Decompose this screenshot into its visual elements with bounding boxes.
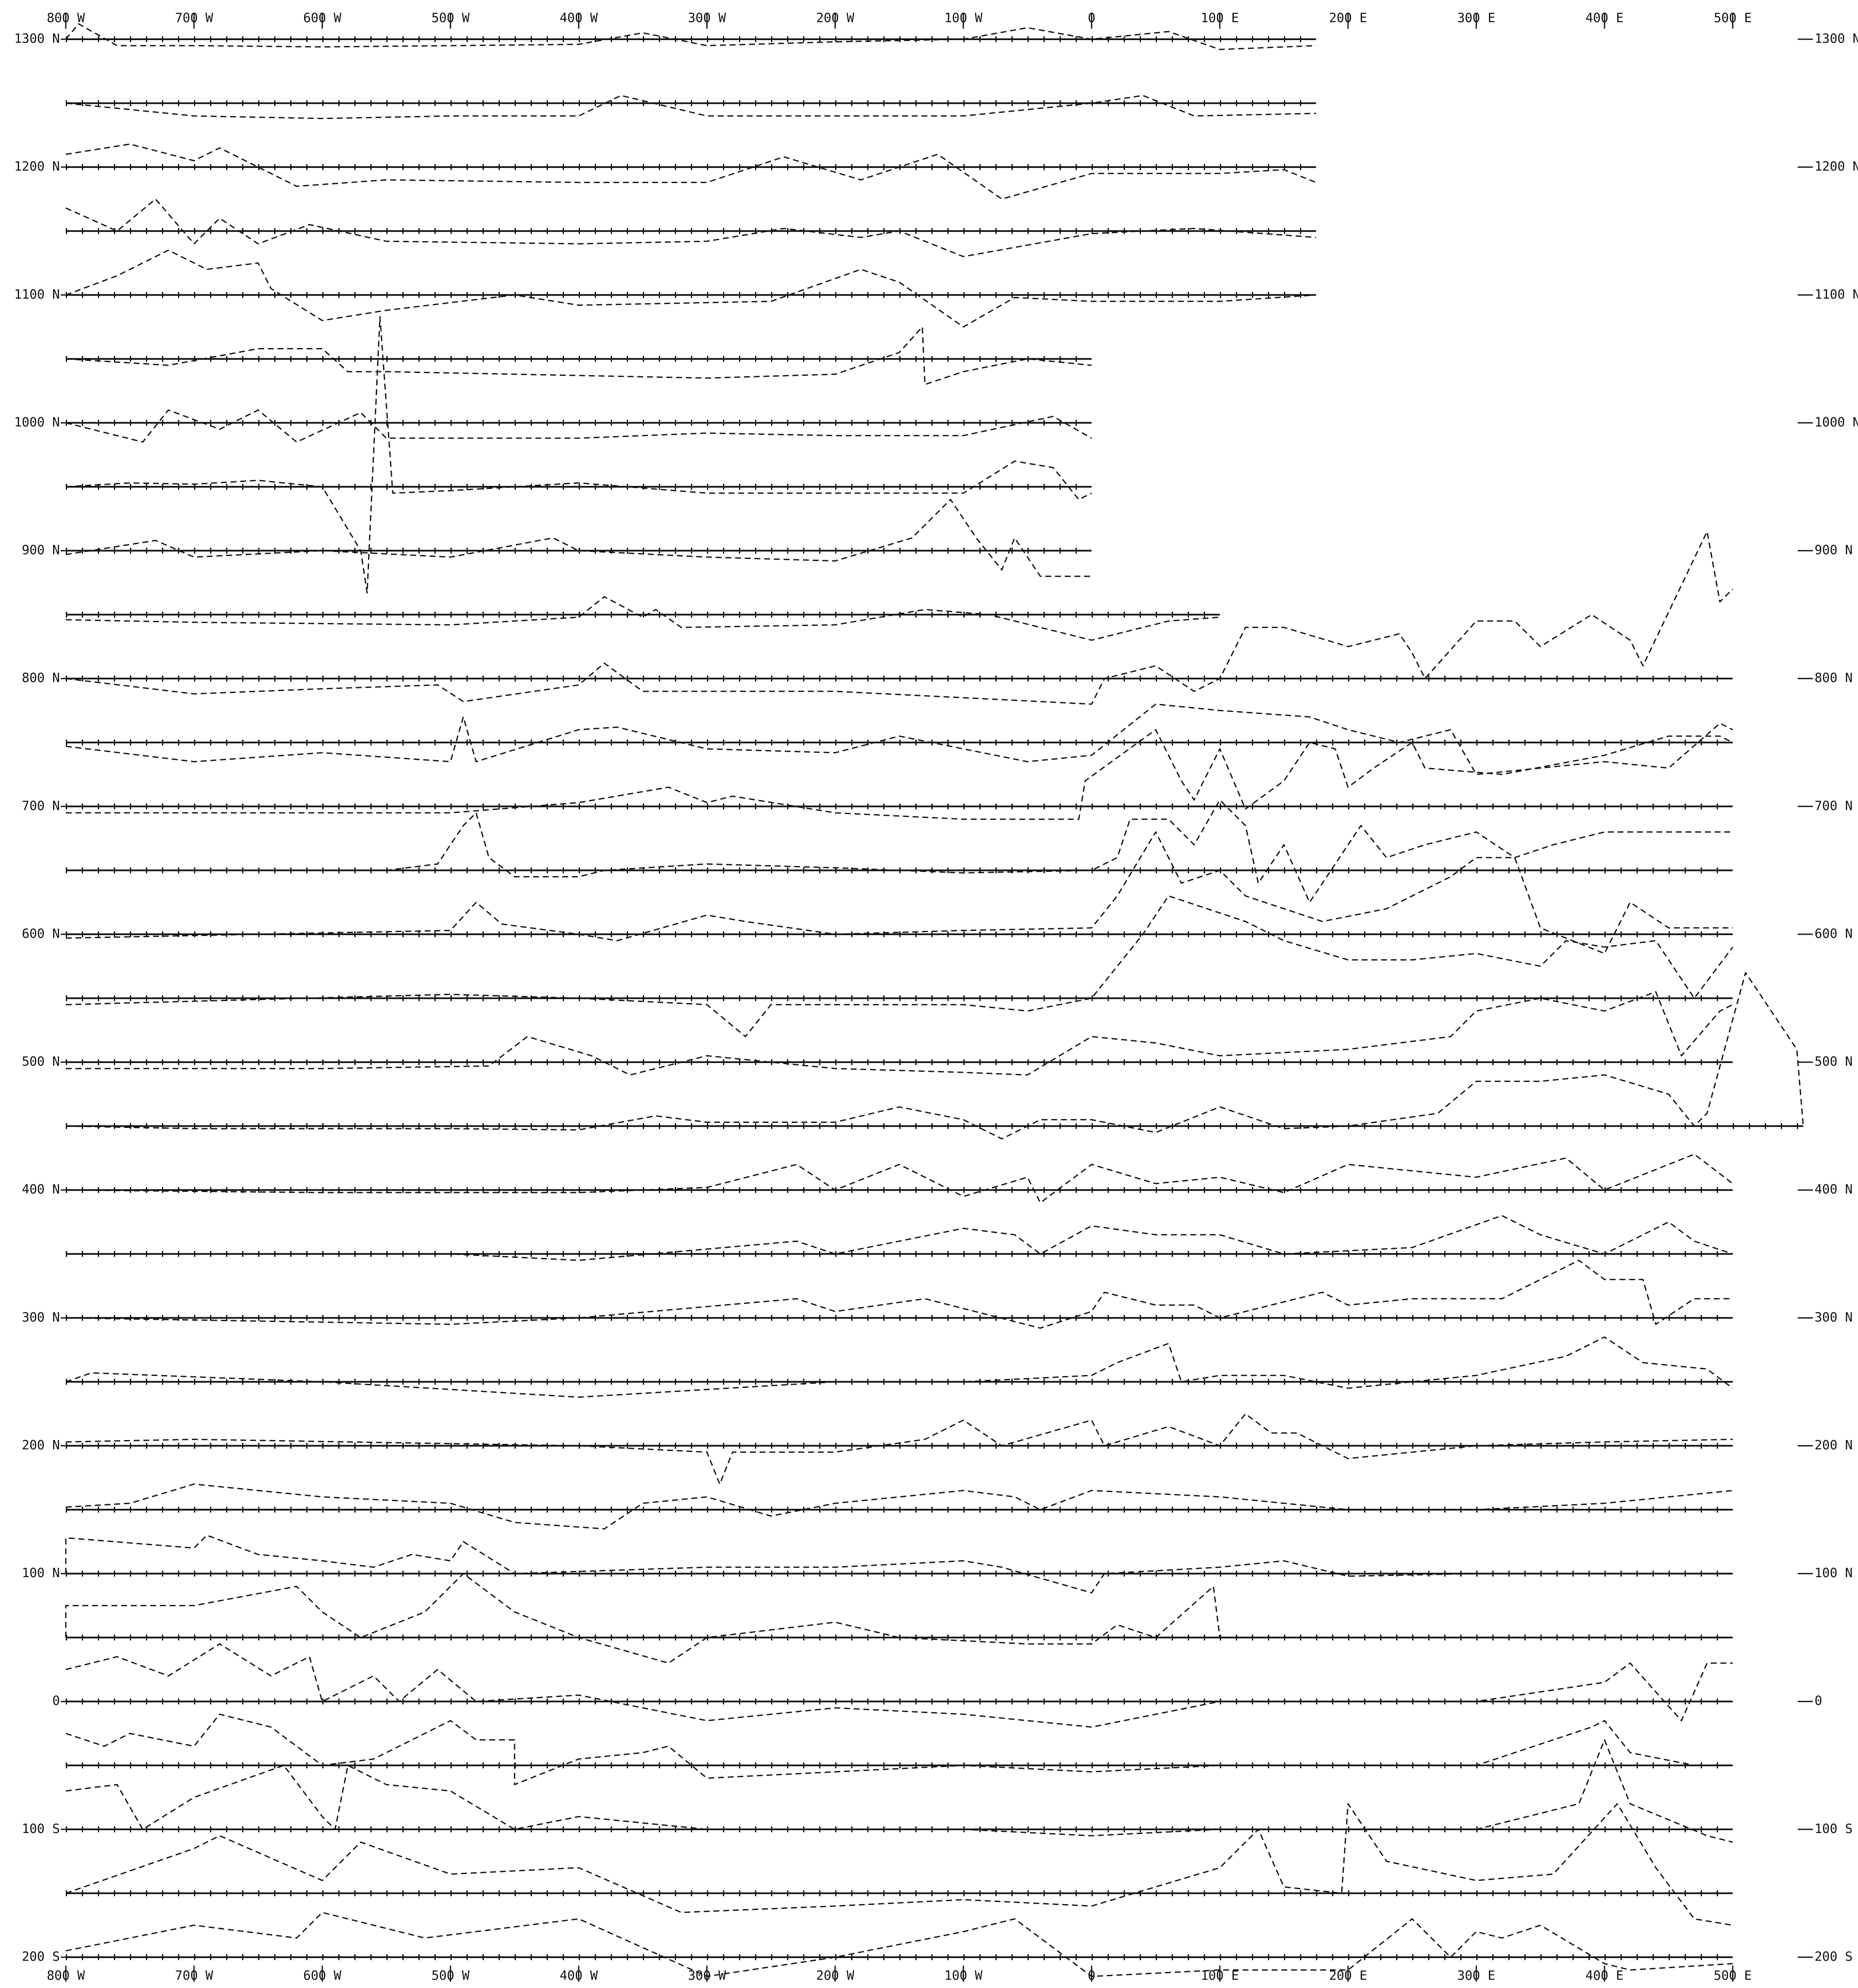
x-tick-label-top: 100 E [1201, 11, 1239, 26]
x-tick-label-top: 700 W [175, 11, 213, 26]
profile-curve [65, 23, 1316, 50]
y-tick-label-left: 100 N [22, 1566, 60, 1581]
profile-curve [65, 972, 1804, 1140]
profile-curve [66, 799, 1733, 903]
profile-curve [65, 143, 1316, 200]
y-tick-label-right: 400 N [1815, 1182, 1853, 1197]
x-tick-label-bottom: 700 W [175, 1969, 213, 1983]
x-tick-label-top: 200 E [1329, 11, 1367, 26]
y-tick-label-left: 900 N [22, 543, 60, 558]
profile-curve [65, 1260, 1733, 1329]
x-tick-label-bottom: 300 E [1457, 1969, 1495, 1983]
x-tick-label-bottom: 200 W [816, 1969, 855, 1983]
profile-curve [65, 1535, 1733, 1594]
y-tick-label-left: 1100 N [14, 287, 60, 302]
y-tick-label-right: 1200 N [1815, 159, 1858, 174]
y-tick-label-right: 0 [1815, 1694, 1822, 1708]
profile-curve [65, 1483, 1733, 1529]
y-tick-label-right: 900 N [1815, 543, 1853, 558]
y-tick-label-right: 1300 N [1815, 32, 1858, 46]
x-tick-label-top: 400 W [560, 11, 598, 26]
x-tick-label-top: 0 [1088, 11, 1095, 26]
profile-curve [65, 1413, 1733, 1485]
profile-curve [66, 1215, 1733, 1261]
x-tick-label-top: 500 W [431, 11, 470, 26]
y-tick-label-left: 700 N [22, 798, 60, 813]
profile-curve [65, 1912, 1733, 1977]
y-tick-label-left: 600 N [22, 926, 60, 941]
y-tick-label-right: 100 S [1815, 1821, 1853, 1836]
y-tick-label-left: 0 [52, 1694, 60, 1708]
x-tick-label-top: 200 W [816, 11, 855, 26]
x-tick-label-top: 500 E [1714, 11, 1752, 26]
x-tick-label-top: 100 W [944, 11, 983, 26]
profile-curve [66, 729, 1733, 820]
profile-curve [65, 409, 1092, 443]
y-tick-label-left: 100 S [22, 1821, 60, 1836]
y-tick-label-right: 800 N [1815, 671, 1853, 685]
y-tick-label-left: 300 N [22, 1310, 60, 1325]
x-tick-label-bottom: 600 W [303, 1969, 342, 1983]
profile-curve [65, 531, 1734, 705]
y-tick-label-right: 500 N [1815, 1055, 1853, 1069]
x-tick-label-bottom: 200 E [1329, 1969, 1367, 1983]
profile-curve [65, 703, 1733, 775]
y-tick-label-right: 1100 N [1815, 287, 1858, 302]
x-tick-label-top: 300 E [1457, 11, 1495, 26]
y-tick-label-left: 1200 N [14, 159, 60, 174]
y-tick-label-right: 100 N [1815, 1566, 1853, 1581]
profile-curve [65, 198, 1316, 257]
y-tick-label-right: 700 N [1815, 798, 1853, 813]
y-tick-label-right: 600 N [1815, 926, 1853, 941]
y-tick-label-left: 500 N [22, 1055, 60, 1069]
x-tick-label-top: 800 W [47, 11, 85, 26]
profile-curve [65, 831, 1733, 954]
profile-curve [65, 94, 1316, 119]
profile-curve [65, 1713, 1733, 1786]
y-tick-label-left: 1000 N [14, 415, 60, 430]
profile-curve [65, 1153, 1733, 1203]
profile-curve [65, 1336, 1733, 1398]
y-tick-label-left: 200 S [22, 1950, 60, 1964]
profile-curve [65, 1803, 1733, 1926]
profile-curve [65, 1643, 1733, 1728]
x-tick-label-bottom: 100 W [944, 1969, 983, 1983]
x-tick-label-top: 600 W [303, 11, 342, 26]
x-tick-label-bottom: 800 W [47, 1969, 85, 1983]
y-tick-label-left: 1300 N [14, 32, 60, 46]
x-tick-label-bottom: 500 E [1714, 1969, 1752, 1983]
x-tick-label-bottom: 500 W [431, 1969, 470, 1983]
profile-curve [65, 895, 1734, 1037]
y-tick-label-right: 1000 N [1815, 415, 1858, 430]
profile-curve [65, 596, 1220, 641]
y-tick-label-left: 400 N [22, 1182, 60, 1197]
profile-curve [65, 316, 1092, 594]
y-tick-label-right: 200 N [1815, 1438, 1853, 1453]
y-tick-label-right: 200 S [1815, 1950, 1853, 1964]
x-tick-label-bottom: 400 W [560, 1969, 598, 1983]
profile-curve [65, 1573, 1733, 1664]
y-tick-label-left: 800 N [22, 671, 60, 685]
profile-curve [66, 991, 1733, 1076]
x-tick-label-top: 400 E [1586, 11, 1623, 26]
profile-curve [65, 1739, 1733, 1843]
y-tick-label-left: 200 N [22, 1438, 60, 1453]
profile-curve [65, 326, 1092, 385]
profile-curve [65, 499, 1092, 577]
x-tick-label-top: 300 W [688, 11, 726, 26]
y-tick-label-right: 300 N [1815, 1310, 1853, 1325]
profile-curve [65, 249, 1316, 328]
x-tick-label-bottom: 400 E [1586, 1969, 1623, 1983]
